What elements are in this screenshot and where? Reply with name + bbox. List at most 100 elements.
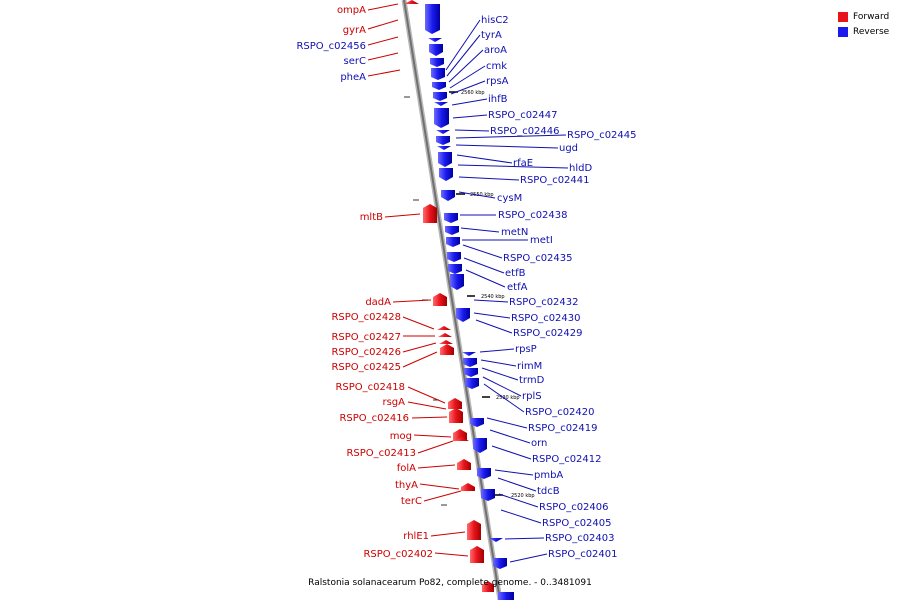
gene-label: aroA — [484, 45, 507, 56]
gene-arrow-aroA — [429, 44, 443, 56]
gene-label: thyA — [395, 480, 418, 491]
gene-arrow-RSPO_c02428 — [437, 326, 451, 330]
gene-arrow-tdcB — [481, 489, 495, 501]
forward-label-texts: ompA gyrA RSPO_c02456 serC pheA mltB dad… — [296, 5, 433, 560]
gene-label: serC — [344, 56, 366, 67]
gene-label: RSPO_c02419 — [528, 423, 598, 434]
gene-label: etfB — [505, 268, 526, 279]
gene-label: tyrA — [481, 30, 502, 41]
gene-arrow-rplS — [465, 378, 479, 389]
gene-label: RSPO_c02425 — [331, 362, 401, 373]
gene-label: RSPO_c02438 — [498, 210, 568, 221]
gene-label: dadA — [365, 297, 391, 308]
gene-label: ihfB — [488, 94, 508, 105]
gene-label: RSPO_c02412 — [532, 454, 602, 465]
gene-arrow-RSPO_c02416 — [449, 408, 463, 423]
tick-label: 2520 kbp — [511, 493, 535, 499]
tick-label: 2550 kbp — [470, 192, 494, 198]
gene-label: folA — [397, 463, 416, 474]
gene-arrow-tyrA — [428, 38, 442, 42]
gene-arrow-metN — [445, 226, 459, 235]
gene-label: RSPO_c02402 — [363, 549, 433, 560]
gene-label: metN — [501, 227, 528, 238]
tick-label: 2530 kbp — [496, 395, 520, 401]
gene-arrow-orn — [473, 438, 487, 453]
gene-arrow-RSPO_c02441b — [439, 168, 453, 181]
gene-arrow-cysM — [441, 190, 455, 201]
legend-item-reverse: Reverse — [838, 24, 889, 39]
gene-label: RSPO_c02403 — [545, 533, 615, 544]
gene-label: RSPO_c02418 — [335, 382, 405, 393]
gene-arrow-ugd — [436, 130, 450, 134]
tick-label: 2560 kbp — [461, 90, 485, 96]
gene-arrow-RSPO_c02419 — [470, 418, 484, 427]
gene-label: RSPO_c02420 — [525, 407, 595, 418]
gene-label: RSPO_c02456 — [296, 41, 366, 52]
gene-arrow-RSPO_c02447 — [433, 92, 447, 101]
gene-arrow-dadA — [433, 293, 447, 306]
gene-label: tdcB — [537, 486, 560, 497]
reverse-gene-arrows — [425, 4, 514, 600]
gene-label: trmD — [519, 375, 545, 386]
legend-item-forward: Forward — [838, 9, 889, 24]
gene-arrow-RSPO_c02446 — [434, 102, 448, 106]
gene-arrow-pmbA — [477, 468, 491, 479]
gene-label: terC — [401, 496, 422, 507]
gene-label: hldD — [569, 163, 592, 174]
gene-arrow-RSPO_c02418 — [448, 398, 462, 409]
gene-label: RSPO_c02401 — [548, 549, 618, 560]
gene-label: RSPO_c02441 — [520, 175, 590, 186]
gene-arrow-trmD — [464, 368, 478, 377]
gene-arrow-hisC2 — [425, 4, 440, 34]
legend-label-forward: Forward — [853, 11, 890, 22]
gene-label: cmk — [486, 61, 507, 72]
gene-arrow-RSPO_c02427 — [438, 333, 452, 337]
gene-label: RSPO_c02446 — [490, 126, 560, 137]
gene-label: pmbA — [534, 470, 563, 481]
gene-label: mog — [390, 431, 412, 442]
tick-2530: 2530 kbp — [482, 395, 520, 401]
gene-arrow-RSPO_c02425 — [440, 344, 454, 355]
gene-arrow-rhlE1 — [467, 520, 481, 540]
gene-arrow-RSPO_c02438 — [444, 213, 458, 223]
gene-label: RSPO_c02426 — [331, 347, 401, 358]
gene-arrow-hldD — [437, 146, 451, 150]
gene-label: RSPO_c02445 — [567, 130, 637, 141]
gene-arrow-extra — [482, 581, 494, 592]
gene-label: pheA — [340, 72, 366, 83]
legend: Forward Reverse — [838, 9, 889, 39]
gene-label: etfA — [507, 282, 528, 293]
gene-label: hisC2 — [481, 15, 509, 26]
gene-label: ompA — [337, 5, 366, 16]
gene-label: rplS — [522, 391, 542, 402]
gene-label: RSPO_c02427 — [331, 332, 401, 343]
forward-gene-arrows — [404, 0, 494, 592]
tick-2540: 2540 kbp — [467, 294, 505, 300]
gene-arrow-cmk — [430, 58, 444, 67]
gene-arrow-thyA — [461, 483, 475, 491]
gene-arrow-etfA — [450, 274, 464, 290]
legend-swatch-forward — [838, 11, 848, 22]
gene-arrow-rimM — [463, 358, 477, 367]
gene-arrow-RSPO_c02426 — [439, 340, 453, 344]
gene-label: RSPO_c02416 — [339, 413, 409, 424]
gene-arrow-rfaE — [436, 136, 450, 145]
gene-arrow-RSPO_c02403 — [489, 538, 503, 542]
legend-swatch-reverse — [838, 26, 848, 37]
tick-2520: 2520 kbp — [495, 493, 535, 499]
gene-label: rhlE1 — [403, 531, 429, 542]
gene-label: cysM — [497, 193, 522, 204]
gene-label: rsgA — [382, 397, 405, 408]
gene-label: metI — [530, 235, 553, 246]
gene-arrow-RSPO_c02445 — [434, 108, 449, 128]
forward-labels — [367, 3, 469, 557]
gene-label: rimM — [517, 361, 542, 372]
tick-label: 2540 kbp — [481, 294, 505, 300]
gene-arrow-rpsP — [462, 352, 476, 356]
legend-label-reverse: Reverse — [853, 26, 890, 37]
gene-label: RSPO_c02413 — [346, 448, 416, 459]
gene-label: ugd — [559, 143, 578, 154]
gene-arrow-extra-blue — [498, 592, 514, 600]
gene-label: orn — [531, 438, 547, 449]
